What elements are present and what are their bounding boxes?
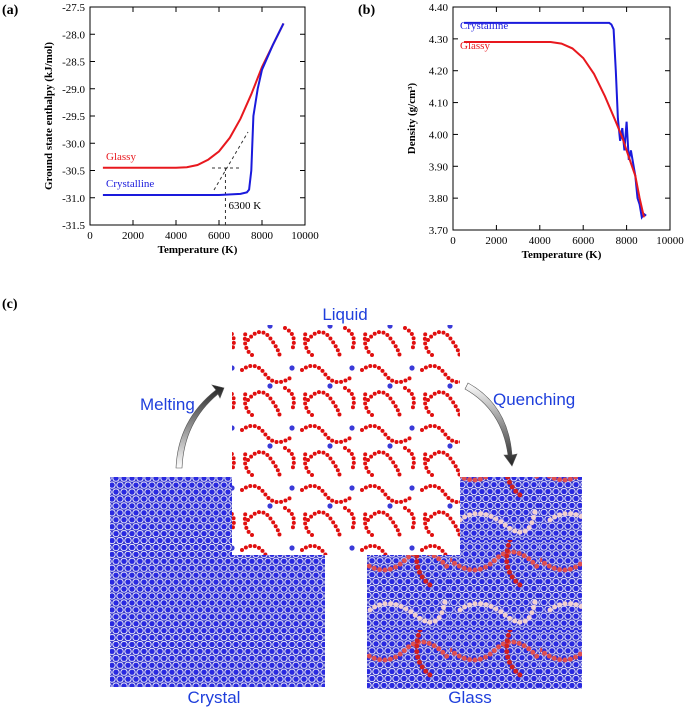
y-tick-label: -31.5 <box>62 220 85 232</box>
quenching-arrow <box>464 382 518 467</box>
y-tick-label: 3.90 <box>429 161 449 173</box>
panel-label: (a) <box>2 3 19 18</box>
crystal-label: Crystal <box>188 688 241 707</box>
y-tick-label: 4.00 <box>429 129 449 141</box>
x-tick-label: 10000 <box>656 235 684 247</box>
y-tick-label: 4.40 <box>429 2 449 14</box>
y-tick-label: 4.10 <box>429 98 449 110</box>
x-tick-label: 4000 <box>529 235 552 247</box>
quenching-label: Quenching <box>493 390 575 409</box>
melting-label: Melting <box>140 395 195 414</box>
y-axis-label: Ground state enthalpy (kJ/mol) <box>43 42 55 190</box>
y-tick-label: 4.30 <box>429 34 449 46</box>
series-line <box>463 41 645 218</box>
x-tick-label: 0 <box>450 235 456 247</box>
y-tick-label: -29.0 <box>62 84 85 96</box>
y-tick-label: -31.0 <box>62 193 85 205</box>
series-line <box>102 22 285 196</box>
melting-arrow <box>175 384 225 469</box>
x-tick-label: 8000 <box>251 230 274 242</box>
x-tick-label: 8000 <box>616 235 639 247</box>
panel-label: (c) <box>2 297 18 312</box>
annotation: 6300 K <box>228 200 261 212</box>
y-tick-label: -30.5 <box>62 166 85 178</box>
x-axis-label: Temperature (K) <box>522 249 602 261</box>
panel-label: (b) <box>358 3 375 18</box>
y-tick-label: 3.80 <box>429 193 449 205</box>
y-tick-label: -30.0 <box>62 138 85 150</box>
y-tick-label: 4.20 <box>429 66 449 78</box>
legend-label: Glassy <box>460 40 490 52</box>
y-tick-label: -27.5 <box>62 2 85 14</box>
x-tick-label: 6000 <box>572 235 595 247</box>
y-tick-label: -29.5 <box>62 111 85 123</box>
x-tick-label: 2000 <box>122 230 145 242</box>
plot-frame <box>452 6 671 231</box>
x-tick-label: 6000 <box>208 230 231 242</box>
legend-label: Crystalline <box>460 20 508 32</box>
x-tick-label: 2000 <box>485 235 508 247</box>
liquid-label: Liquid <box>322 305 367 324</box>
x-tick-label: 0 <box>87 230 93 242</box>
series-line <box>463 21 647 220</box>
tangent-line <box>213 131 249 191</box>
glass-label: Glass <box>448 688 491 707</box>
x-axis-label: Temperature (K) <box>158 244 238 256</box>
y-tick-label: 3.70 <box>429 225 449 237</box>
y-tick-label: -28.5 <box>62 57 85 69</box>
series-line <box>102 22 285 169</box>
plot-frame <box>89 6 306 226</box>
y-tick-label: -28.0 <box>62 29 85 41</box>
x-tick-label: 4000 <box>165 230 188 242</box>
y-axis-label: Density (g/cm³) <box>406 82 418 154</box>
x-tick-label: 10000 <box>291 230 319 242</box>
legend-label: Crystalline <box>106 178 154 190</box>
liquid-image <box>232 325 460 555</box>
legend-label: Glassy <box>106 151 136 163</box>
